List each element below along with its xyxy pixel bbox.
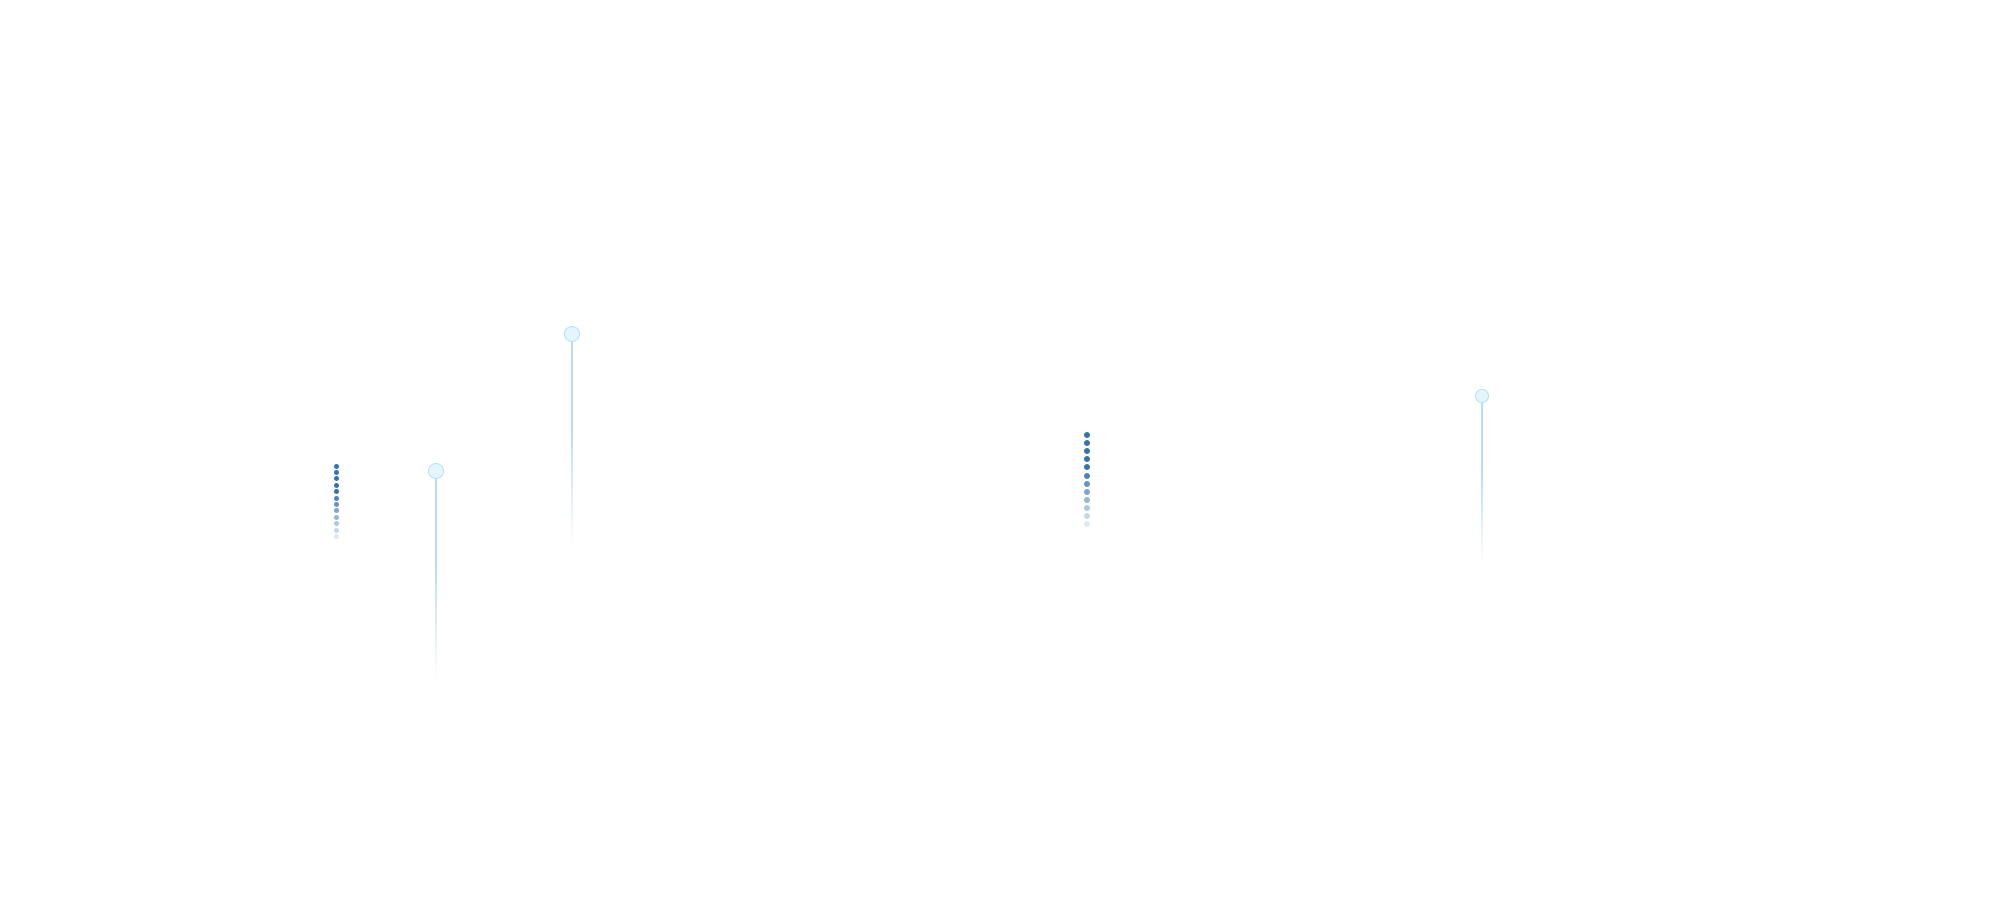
loading-dot xyxy=(333,495,339,501)
map-pin-icon xyxy=(428,463,444,479)
loading-dot xyxy=(333,489,339,495)
loading-dot xyxy=(333,533,339,539)
loading-dot xyxy=(1084,496,1090,503)
loading-dot xyxy=(333,482,339,488)
loading-dot xyxy=(333,514,339,520)
loading-dot xyxy=(333,521,339,527)
loading-dot xyxy=(1084,521,1090,528)
map-pin-icon xyxy=(1475,389,1489,403)
loading-dot xyxy=(1084,480,1090,487)
loading-dot xyxy=(1084,456,1090,463)
loading-dot xyxy=(1084,432,1090,438)
loading-dot xyxy=(333,463,339,469)
pin-line xyxy=(435,471,437,680)
loading-dot xyxy=(333,469,339,475)
loading-dot xyxy=(333,476,339,482)
map-pin-icon xyxy=(564,326,580,342)
loading-dot xyxy=(333,508,339,514)
loading-dot xyxy=(1084,464,1090,471)
loading-dot xyxy=(1084,504,1090,511)
loading-dot xyxy=(1084,513,1090,519)
pin-line xyxy=(571,334,573,547)
loading-dot xyxy=(1084,472,1090,479)
loading-dot xyxy=(1084,448,1090,455)
loading-dot xyxy=(333,527,339,533)
loading-dot xyxy=(333,501,339,507)
loading-dot xyxy=(1084,488,1090,495)
loading-dot xyxy=(1084,440,1090,447)
pin-line xyxy=(1481,396,1483,565)
